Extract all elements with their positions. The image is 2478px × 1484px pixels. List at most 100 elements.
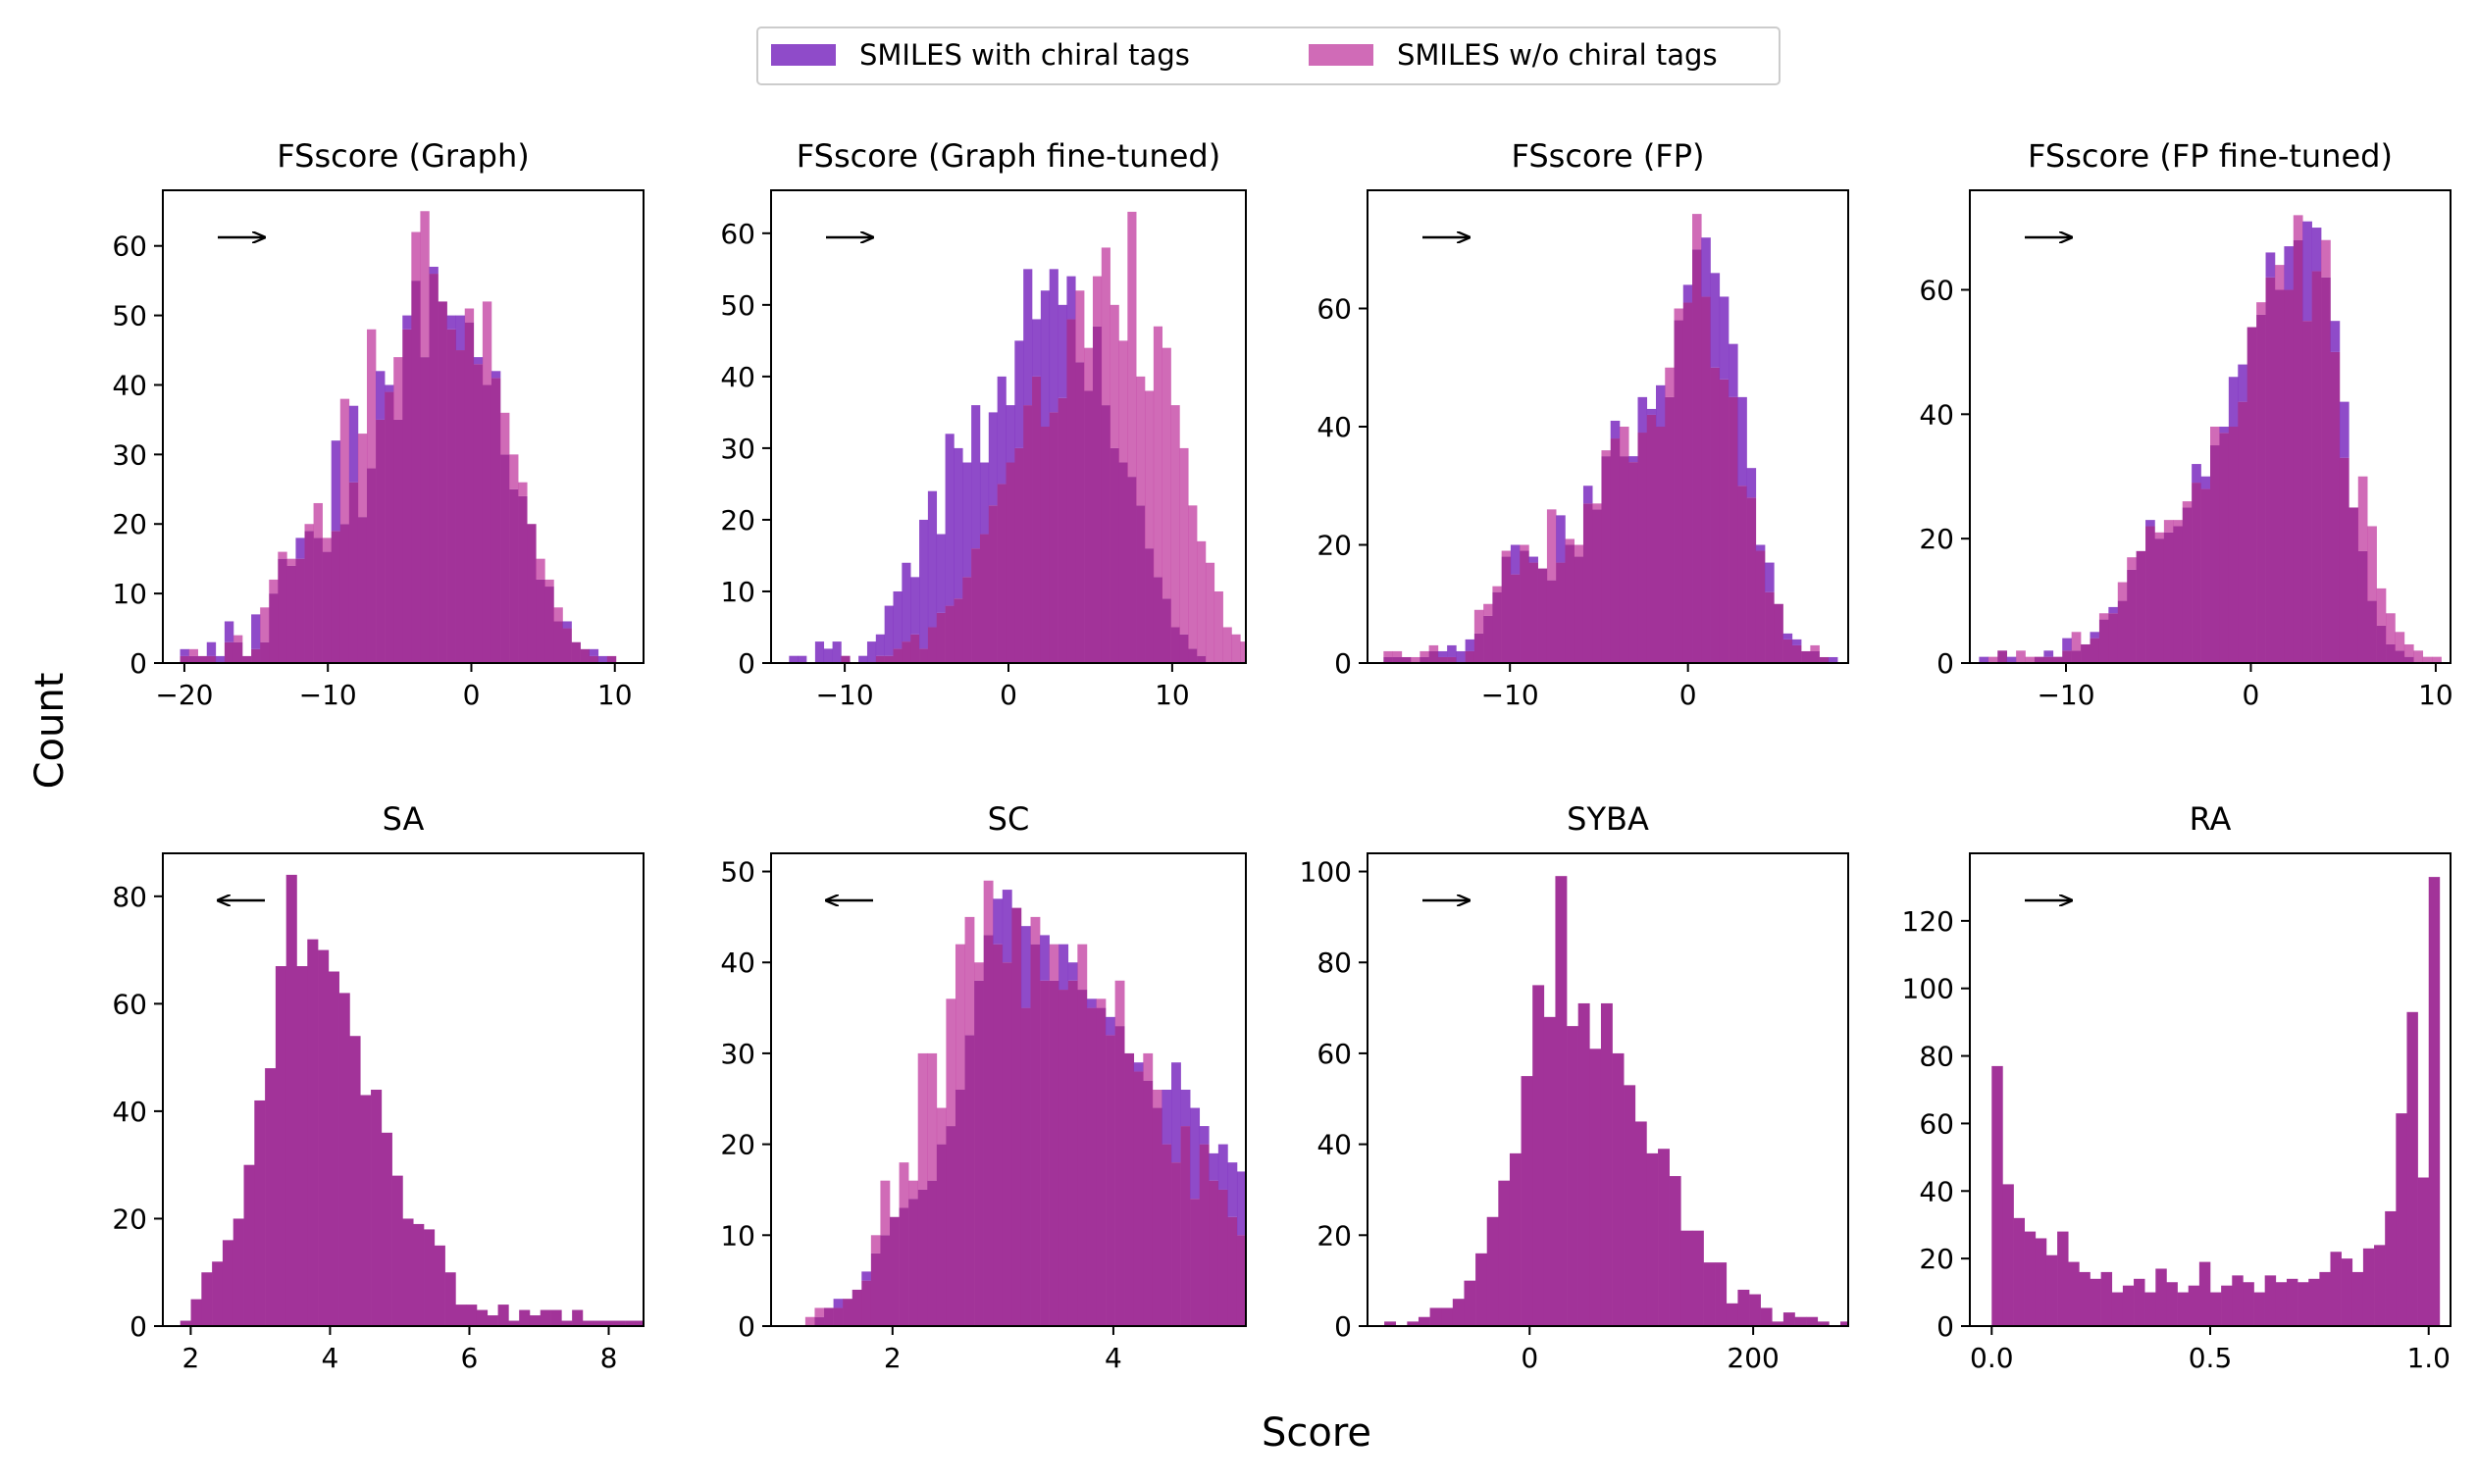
- bar-overlap: [1473, 633, 1484, 663]
- bar-overlap: [580, 648, 591, 663]
- bar-without-chiral: [500, 412, 510, 455]
- x-tick-label: −10: [1481, 679, 1539, 711]
- bar-overlap: [1801, 650, 1811, 663]
- bar-overlap: [899, 1207, 909, 1326]
- bar-with-chiral: [1199, 1126, 1210, 1145]
- bar-with-chiral: [2192, 464, 2201, 484]
- bar-overlap: [625, 1320, 637, 1326]
- bar-overlap: [527, 524, 537, 663]
- bar-overlap: [519, 1309, 531, 1326]
- y-tick-label: 30: [112, 438, 147, 471]
- bar-overlap: [2057, 1231, 2069, 1326]
- bar-without-chiral: [1153, 326, 1163, 578]
- bar-overlap: [1510, 574, 1521, 663]
- bar-overlap: [393, 419, 403, 663]
- bar-overlap: [1475, 1253, 1488, 1326]
- bar-overlap: [945, 605, 955, 663]
- bar-overlap: [1040, 980, 1050, 1326]
- bar-overlap: [1092, 326, 1103, 663]
- bar-without-chiral: [2321, 239, 2331, 278]
- bar-with-chiral: [446, 315, 456, 330]
- bars: [789, 211, 1246, 663]
- bar-overlap: [1401, 656, 1412, 663]
- bar-overlap: [2068, 1261, 2080, 1326]
- bar-overlap: [553, 621, 563, 663]
- bar-overlap: [1582, 503, 1593, 663]
- bar-with-chiral: [997, 376, 1007, 485]
- bar-with-chiral: [331, 440, 341, 532]
- bar-overlap: [875, 655, 885, 663]
- bar-with-chiral: [2145, 520, 2155, 527]
- bar-overlap: [2403, 656, 2414, 663]
- bar-overlap: [2192, 483, 2201, 663]
- bar-without-chiral: [1222, 627, 1232, 663]
- bar-overlap: [490, 378, 501, 663]
- bar-without-chiral: [1601, 450, 1612, 457]
- bar-overlap: [1180, 1126, 1191, 1326]
- bar-overlap: [1521, 1076, 1533, 1326]
- bar-without-chiral: [2098, 613, 2109, 620]
- bar-overlap: [1464, 1280, 1476, 1326]
- bar-overlap: [2221, 1285, 2233, 1326]
- y-tick-label: 40: [720, 361, 755, 393]
- bar-overlap: [1810, 650, 1820, 663]
- bar-with-chiral: [589, 648, 599, 656]
- bar-overlap: [1556, 562, 1566, 663]
- y-tick-label: 10: [720, 576, 755, 608]
- bar-overlap: [2395, 650, 2405, 663]
- bar-with-chiral: [962, 462, 972, 578]
- bar-overlap: [2228, 427, 2239, 663]
- x-tick-label: 4: [1105, 1342, 1122, 1374]
- bar-overlap: [1806, 1316, 1819, 1326]
- bar-without-chiral: [1619, 427, 1629, 457]
- bar-without-chiral: [1084, 347, 1094, 391]
- bar-overlap: [2339, 457, 2349, 663]
- bar-overlap: [917, 1189, 928, 1326]
- bar-overlap: [285, 874, 297, 1326]
- plot-frame: [1367, 852, 1849, 1327]
- bar-overlap: [1227, 1216, 1238, 1326]
- bar-overlap: [307, 939, 319, 1326]
- bar-overlap: [1546, 580, 1557, 663]
- bar-overlap: [1179, 634, 1189, 663]
- bar-overlap: [1600, 1002, 1613, 1326]
- bar-overlap: [2062, 650, 2072, 663]
- bar-overlap: [243, 1164, 255, 1326]
- panel-title: SC: [988, 800, 1030, 838]
- bar-overlap: [954, 598, 963, 663]
- y-tick-label: 60: [1919, 274, 1954, 306]
- bar-with-chiral: [1086, 998, 1097, 1008]
- bar-overlap: [1997, 650, 2007, 663]
- bar-overlap: [1765, 591, 1775, 663]
- bar-without-chiral: [2127, 557, 2137, 570]
- bar-without-chiral: [1205, 562, 1215, 663]
- bar-overlap: [2034, 656, 2044, 663]
- bar-overlap: [2406, 1011, 2418, 1326]
- bar-overlap: [2308, 1278, 2320, 1326]
- bar-without-chiral: [1127, 211, 1137, 478]
- bar-overlap: [2163, 532, 2174, 663]
- bar-overlap: [508, 1320, 520, 1326]
- bar-overlap: [1383, 656, 1393, 663]
- bar-with-chiral: [1020, 926, 1031, 1008]
- bar-with-chiral: [1447, 644, 1457, 657]
- panel-title: FSscore (FP fine-tuned): [2028, 137, 2393, 175]
- y-tick-label: 0: [1936, 1310, 1954, 1343]
- panel-title: SYBA: [1567, 800, 1649, 838]
- bar-with-chiral: [2330, 321, 2341, 352]
- bar-without-chiral: [1075, 290, 1085, 363]
- bar-overlap: [2219, 433, 2230, 663]
- y-tick-label: 0: [129, 1310, 147, 1343]
- bar-overlap: [1384, 1321, 1397, 1326]
- y-tick-label: 80: [1919, 1041, 1954, 1073]
- bar-overlap: [2100, 1271, 2113, 1326]
- bar-overlap: [1124, 1052, 1135, 1326]
- bar-overlap: [1719, 379, 1729, 663]
- bar-overlap: [927, 1180, 938, 1326]
- x-tick-label: 10: [597, 679, 633, 711]
- bar-overlap: [2002, 1184, 2014, 1326]
- bar-overlap: [473, 364, 484, 663]
- bar-overlap: [843, 1299, 853, 1326]
- bar-overlap: [1774, 603, 1783, 663]
